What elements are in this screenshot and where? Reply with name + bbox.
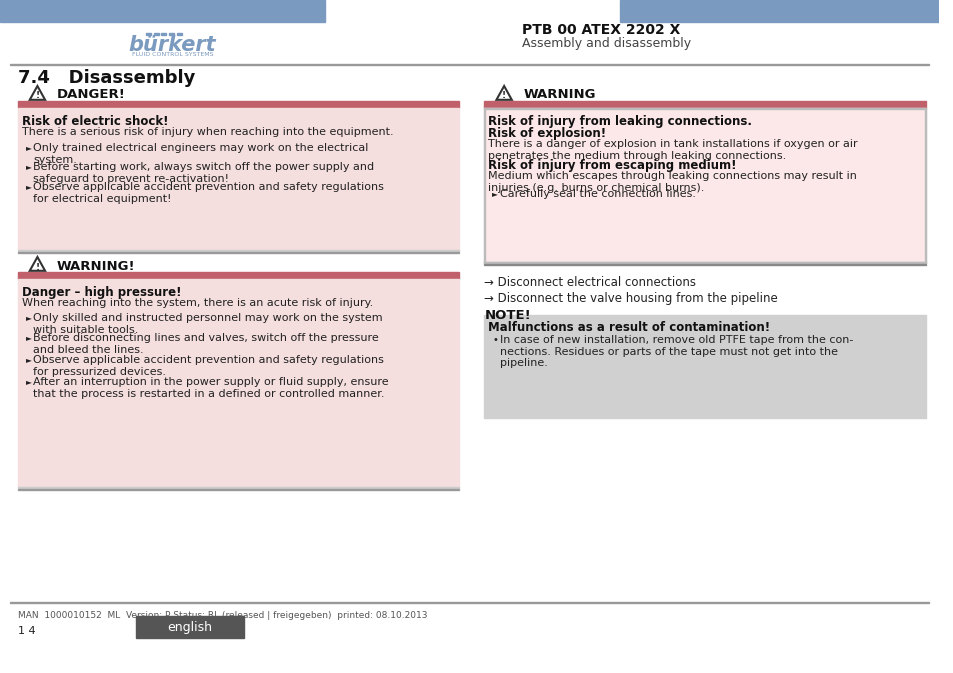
Text: ►: ►	[26, 377, 31, 386]
Text: Risk of injury from leaking connections.: Risk of injury from leaking connections.	[488, 115, 752, 128]
Bar	[484, 108, 485, 263]
Text: Danger – high pressure!: Danger – high pressure!	[22, 286, 181, 299]
Text: WARNING: WARNING	[523, 89, 596, 102]
Text: ►: ►	[26, 355, 31, 364]
Bar	[18, 101, 458, 108]
Text: NOTE!: NOTE!	[484, 309, 531, 322]
Bar	[10, 602, 928, 603]
Text: Medium which escapes through leaking connections may result in
injuries (e.g. bu: Medium which escapes through leaking con…	[488, 171, 857, 192]
Text: ►: ►	[492, 189, 497, 198]
Text: Observe applicable accident prevention and safety regulations
for pressurized de: Observe applicable accident prevention a…	[33, 355, 384, 377]
Bar	[177, 33, 182, 35]
Text: MAN  1000010152  ML  Version: P Status: RL (released | freigegeben)  printed: 08: MAN 1000010152 ML Version: P Status: RL …	[18, 611, 427, 620]
Text: FLUID CONTROL SYSTEMS: FLUID CONTROL SYSTEMS	[132, 52, 213, 57]
Text: After an interruption in the power supply or fluid supply, ensure
that the proce: After an interruption in the power suppl…	[33, 377, 389, 398]
Text: There is a danger of explosion in tank installations if oxygen or air
penetrates: There is a danger of explosion in tank i…	[488, 139, 857, 161]
Bar	[18, 252, 458, 253]
Bar	[10, 64, 928, 65]
Text: Risk of explosion!: Risk of explosion!	[488, 127, 606, 140]
Bar	[135, 616, 244, 638]
Text: When reaching into the system, there is an acute risk of injury.: When reaching into the system, there is …	[22, 298, 373, 308]
Text: ►: ►	[26, 313, 31, 322]
Bar	[18, 272, 458, 279]
Text: PTB 00 ATEX 2202 X: PTB 00 ATEX 2202 X	[521, 23, 679, 37]
Text: Assembly and disassembly: Assembly and disassembly	[521, 36, 690, 50]
Text: There is a serious risk of injury when reaching into the equipment.: There is a serious risk of injury when r…	[22, 127, 393, 137]
Text: !: !	[35, 262, 39, 271]
Bar	[18, 279, 458, 488]
Bar	[18, 108, 458, 251]
Bar	[18, 250, 458, 251]
Bar	[161, 33, 166, 35]
Text: Before starting work, always switch off the power supply and
safeguard to preven: Before starting work, always switch off …	[33, 162, 375, 184]
Text: !: !	[35, 92, 39, 100]
Bar	[146, 33, 151, 35]
Text: 7.4   Disassembly: 7.4 Disassembly	[18, 69, 195, 87]
Text: In case of new installation, remove old PTFE tape from the con-
nections. Residu: In case of new installation, remove old …	[499, 335, 853, 368]
Text: Observe applicable accident prevention and safety regulations
for electrical equ: Observe applicable accident prevention a…	[33, 182, 384, 204]
Text: Carefully seal the connection lines.: Carefully seal the connection lines.	[499, 189, 696, 199]
Bar	[923, 108, 924, 263]
Text: WARNING!: WARNING!	[57, 260, 135, 273]
Text: DANGER!: DANGER!	[57, 89, 126, 102]
Bar	[170, 33, 174, 35]
Text: •: •	[492, 335, 497, 345]
Text: bürkert: bürkert	[129, 35, 216, 55]
Text: ►: ►	[26, 182, 31, 191]
Text: Only trained electrical engineers may work on the electrical
system.: Only trained electrical engineers may wo…	[33, 143, 369, 165]
Text: → Disconnect the valve housing from the pipeline: → Disconnect the valve housing from the …	[484, 292, 778, 305]
Text: ►: ►	[26, 143, 31, 152]
Bar	[0, 0, 325, 22]
Text: Risk of injury from escaping medium!: Risk of injury from escaping medium!	[488, 159, 736, 172]
Text: → Disconnect electrical connections: → Disconnect electrical connections	[484, 276, 696, 289]
Text: Before disconnecting lines and valves, switch off the pressure
and bleed the lin: Before disconnecting lines and valves, s…	[33, 333, 379, 355]
Bar	[484, 315, 924, 418]
Bar	[18, 487, 458, 488]
Text: !: !	[501, 92, 506, 100]
Text: ►: ►	[26, 162, 31, 171]
Bar	[484, 101, 924, 108]
Text: 1 4: 1 4	[18, 626, 35, 636]
Bar	[484, 262, 924, 263]
Bar	[484, 108, 924, 109]
Bar	[18, 489, 458, 490]
Bar	[153, 33, 158, 35]
Bar	[484, 264, 924, 265]
Text: ►: ►	[26, 333, 31, 342]
Bar	[484, 108, 924, 263]
Text: english: english	[168, 621, 213, 633]
Text: Risk of electric shock!: Risk of electric shock!	[22, 115, 168, 128]
Text: Malfunctions as a result of contamination!: Malfunctions as a result of contaminatio…	[488, 321, 770, 334]
Bar	[484, 262, 924, 263]
Text: Only skilled and instructed personnel may work on the system
with suitable tools: Only skilled and instructed personnel ma…	[33, 313, 383, 334]
Bar	[619, 0, 939, 22]
